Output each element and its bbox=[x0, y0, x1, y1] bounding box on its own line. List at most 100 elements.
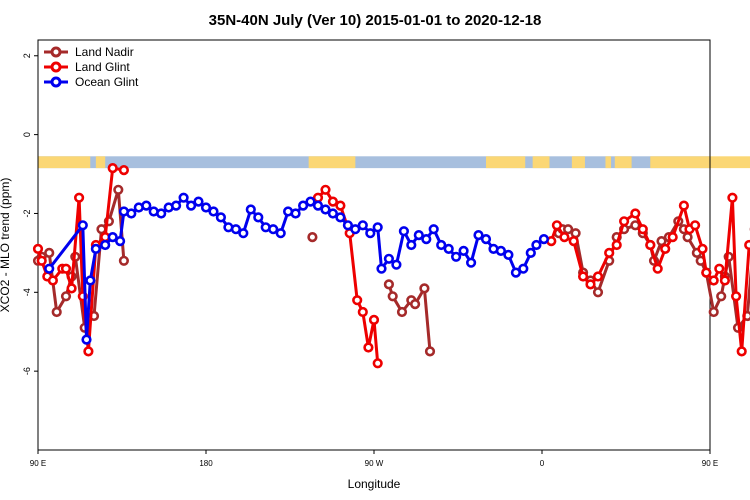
point-land-nadir-27 bbox=[592, 287, 604, 298]
point-ocean-glint-1 bbox=[77, 220, 88, 231]
point-ocean-glint-7 bbox=[114, 236, 126, 247]
point-ocean-glint-20 bbox=[208, 206, 219, 217]
point-land-glint-29 bbox=[585, 279, 596, 290]
point-land-glint-38 bbox=[660, 243, 671, 254]
point-land-nadir-13 bbox=[307, 232, 318, 243]
point-ocean-glint-2 bbox=[81, 334, 92, 345]
point-land-nadir-2 bbox=[44, 247, 55, 258]
legend-label-land-nadir: Land Nadir bbox=[75, 45, 134, 59]
point-ocean-glint-36 bbox=[327, 208, 339, 219]
point-land-glint-37 bbox=[652, 263, 663, 274]
land-band-segment-5 bbox=[571, 156, 585, 169]
point-land-glint-40 bbox=[678, 200, 690, 211]
legend-marker-land-glint bbox=[50, 61, 62, 73]
point-ocean-glint-4 bbox=[90, 243, 101, 254]
point-land-nadir-15 bbox=[387, 291, 398, 302]
point-ocean-glint-0 bbox=[44, 263, 55, 274]
point-ocean-glint-31 bbox=[290, 208, 301, 219]
point-ocean-glint-11 bbox=[141, 200, 152, 211]
point-land-nadir-20 bbox=[424, 346, 436, 357]
point-land-glint-5 bbox=[60, 263, 72, 274]
point-ocean-glint-21 bbox=[215, 212, 226, 223]
point-land-nadir-39 bbox=[682, 232, 693, 243]
point-land-nadir-19 bbox=[419, 283, 430, 294]
point-ocean-glint-46 bbox=[398, 226, 410, 237]
legend-marker-land-nadir bbox=[50, 46, 62, 58]
point-ocean-glint-24 bbox=[238, 228, 249, 239]
y-tick-label-1: 0 bbox=[22, 132, 32, 137]
point-ocean-glint-5 bbox=[100, 239, 111, 251]
point-land-glint-32 bbox=[611, 239, 622, 251]
point-land-glint-22 bbox=[368, 314, 380, 326]
point-land-glint-15 bbox=[320, 184, 331, 195]
point-ocean-glint-54 bbox=[458, 245, 469, 256]
point-land-glint-31 bbox=[604, 247, 615, 258]
point-ocean-glint-65 bbox=[538, 234, 550, 245]
land-band-segment-3 bbox=[486, 156, 526, 169]
x-tick-label-0: 90 E bbox=[30, 459, 46, 468]
chart-title: 35N-40N July (Ver 10) 2015-01-01 to 2020… bbox=[209, 12, 542, 29]
point-land-glint-17 bbox=[335, 200, 346, 211]
point-land-nadir-11 bbox=[113, 184, 124, 195]
point-ocean-glint-61 bbox=[510, 267, 522, 278]
legend: Land Nadir Land Glint Ocean Glint bbox=[44, 45, 139, 89]
point-ocean-glint-32 bbox=[298, 200, 309, 211]
point-ocean-glint-18 bbox=[193, 196, 204, 207]
y-axis: 2 0 -2 -4 -6 bbox=[22, 53, 38, 375]
point-ocean-glint-42 bbox=[372, 222, 383, 233]
point-land-nadir-44 bbox=[716, 291, 727, 302]
point-land-glint-0 bbox=[32, 243, 44, 254]
land-band-segment-6 bbox=[605, 156, 612, 169]
point-land-glint-25 bbox=[551, 220, 563, 231]
point-land-glint-45 bbox=[708, 275, 719, 286]
point-ocean-glint-52 bbox=[443, 243, 454, 254]
x-axis: 90 E 180 90 W 0 90 E bbox=[30, 450, 718, 468]
point-land-glint-23 bbox=[372, 358, 383, 369]
point-land-nadir-23 bbox=[562, 224, 574, 235]
point-land-nadir-9 bbox=[96, 224, 107, 235]
series-line-land-glint-1 bbox=[316, 188, 380, 364]
point-ocean-glint-55 bbox=[466, 257, 477, 268]
point-ocean-glint-39 bbox=[350, 224, 361, 235]
x-tick-label-1: 180 bbox=[199, 459, 213, 468]
point-ocean-glint-62 bbox=[518, 263, 529, 274]
series-land-glint bbox=[32, 163, 750, 369]
point-land-glint-49 bbox=[730, 291, 742, 302]
land-band-segment-1 bbox=[95, 156, 106, 169]
point-ocean-glint-56 bbox=[473, 230, 484, 241]
point-ocean-glint-28 bbox=[268, 224, 279, 235]
point-land-nadir-4 bbox=[60, 291, 72, 302]
point-land-nadir-16 bbox=[396, 306, 408, 318]
point-land-glint-9 bbox=[83, 346, 94, 357]
point-land-glint-28 bbox=[577, 271, 589, 282]
point-ocean-glint-53 bbox=[451, 251, 462, 262]
point-land-nadir-3 bbox=[51, 306, 62, 318]
land-band-segment-0 bbox=[38, 156, 91, 169]
plot-frame bbox=[37, 39, 711, 451]
land-ocean-band bbox=[38, 156, 750, 169]
legend-marker-ocean-glint bbox=[50, 76, 62, 88]
point-ocean-glint-15 bbox=[171, 200, 182, 211]
point-land-glint-20 bbox=[357, 306, 368, 318]
point-ocean-glint-48 bbox=[413, 230, 424, 241]
point-land-glint-51 bbox=[744, 239, 750, 251]
point-ocean-glint-60 bbox=[503, 249, 514, 260]
legend-item-land-nadir: Land Nadir bbox=[44, 45, 134, 59]
point-land-nadir-14 bbox=[383, 279, 395, 290]
point-ocean-glint-16 bbox=[178, 192, 189, 203]
point-ocean-glint-9 bbox=[126, 208, 137, 219]
point-ocean-glint-41 bbox=[365, 228, 376, 239]
y-axis-label: XCO2 - MLO trend (ppm) bbox=[0, 178, 12, 313]
point-land-glint-46 bbox=[714, 263, 725, 274]
point-ocean-glint-47 bbox=[406, 239, 417, 251]
point-ocean-glint-34 bbox=[312, 200, 324, 211]
point-land-glint-19 bbox=[352, 295, 363, 306]
land-band-segment-2 bbox=[308, 156, 356, 169]
point-land-glint-6 bbox=[66, 283, 77, 294]
point-land-glint-21 bbox=[363, 342, 374, 353]
point-land-glint-48 bbox=[727, 192, 738, 203]
y-tick-label-2: -2 bbox=[22, 209, 32, 217]
y-tick-label-0: 2 bbox=[22, 53, 32, 58]
point-ocean-glint-35 bbox=[320, 204, 331, 215]
